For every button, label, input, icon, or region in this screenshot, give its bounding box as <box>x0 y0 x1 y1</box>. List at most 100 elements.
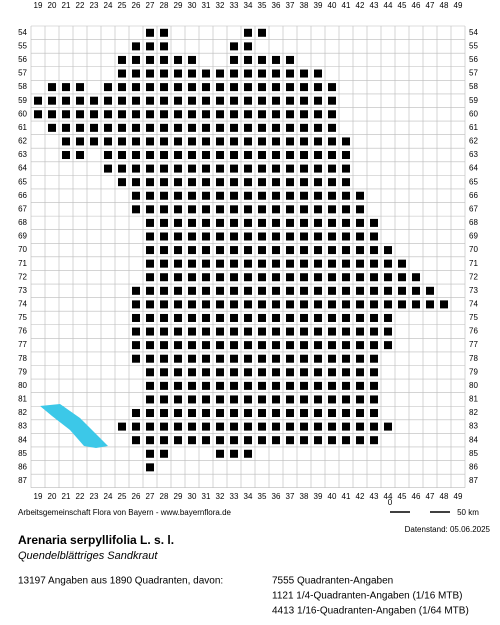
record-square <box>104 123 112 132</box>
record-square <box>146 151 154 160</box>
row-label: 60 <box>18 109 27 118</box>
record-square <box>132 110 140 119</box>
record-square <box>160 449 168 458</box>
column-label: 32 <box>216 492 225 501</box>
record-square <box>118 151 126 160</box>
record-square <box>216 300 224 309</box>
record-square <box>160 69 168 78</box>
record-square <box>118 137 126 146</box>
record-square <box>356 313 364 322</box>
record-square <box>132 191 140 200</box>
row-label: 64 <box>18 164 27 173</box>
record-square <box>286 354 294 363</box>
record-square <box>258 436 266 445</box>
record-square <box>174 178 182 187</box>
record-square <box>174 395 182 404</box>
column-label: 37 <box>286 1 295 10</box>
record-square <box>146 42 154 51</box>
record-square <box>272 259 280 268</box>
record-square <box>314 246 322 255</box>
record-square <box>216 368 224 377</box>
record-square <box>244 409 252 418</box>
record-square <box>230 69 238 78</box>
record-square <box>118 422 126 431</box>
column-label: 31 <box>202 492 211 501</box>
record-square <box>300 395 308 404</box>
record-square <box>202 341 210 350</box>
record-square <box>342 422 350 431</box>
record-square <box>62 123 70 132</box>
row-label: 58 <box>18 82 27 91</box>
record-square <box>328 191 336 200</box>
column-label: 26 <box>132 492 141 501</box>
record-square <box>230 422 238 431</box>
record-square <box>258 28 266 37</box>
record-square <box>174 205 182 214</box>
record-square <box>230 313 238 322</box>
record-square <box>370 395 378 404</box>
record-square <box>216 178 224 187</box>
record-square <box>286 55 294 64</box>
record-square <box>216 83 224 92</box>
record-square <box>286 273 294 282</box>
record-square <box>174 422 182 431</box>
record-square <box>132 69 140 78</box>
column-label: 43 <box>370 1 379 10</box>
record-square <box>286 178 294 187</box>
record-square <box>272 354 280 363</box>
record-square <box>174 123 182 132</box>
record-square <box>314 178 322 187</box>
record-square <box>356 259 364 268</box>
record-square <box>300 205 308 214</box>
record-square <box>188 218 196 227</box>
record-square <box>314 110 322 119</box>
record-square <box>160 110 168 119</box>
record-square <box>314 123 322 132</box>
record-square <box>286 381 294 390</box>
record-square <box>272 327 280 336</box>
record-square <box>286 232 294 241</box>
record-square <box>356 273 364 282</box>
record-square <box>104 110 112 119</box>
record-square <box>272 178 280 187</box>
record-square <box>188 409 196 418</box>
row-label: 72 <box>18 272 27 281</box>
record-square <box>286 96 294 105</box>
column-label: 44 <box>384 492 393 501</box>
record-square <box>314 259 322 268</box>
record-square <box>62 96 70 105</box>
record-square <box>426 286 434 295</box>
record-square <box>146 83 154 92</box>
record-square <box>300 110 308 119</box>
record-square <box>160 178 168 187</box>
record-square <box>342 409 350 418</box>
record-square <box>258 259 266 268</box>
column-label: 49 <box>454 1 463 10</box>
row-label: 81 <box>469 395 478 404</box>
date: Datenstand: 05.06.2025 <box>405 525 491 534</box>
record-square <box>202 368 210 377</box>
record-square <box>230 123 238 132</box>
record-square <box>300 232 308 241</box>
record-square <box>328 218 336 227</box>
record-square <box>426 300 434 309</box>
record-square <box>132 205 140 214</box>
row-label: 68 <box>469 218 478 227</box>
record-square <box>244 42 252 51</box>
record-square <box>174 313 182 322</box>
row-label: 60 <box>469 109 478 118</box>
record-square <box>188 341 196 350</box>
record-square <box>188 232 196 241</box>
record-square <box>272 123 280 132</box>
record-square <box>286 300 294 309</box>
record-square <box>118 55 126 64</box>
column-label: 46 <box>412 492 421 501</box>
record-square <box>244 96 252 105</box>
record-square <box>146 232 154 241</box>
record-square <box>342 259 350 268</box>
column-label: 43 <box>370 492 379 501</box>
record-square <box>244 286 252 295</box>
record-square <box>202 96 210 105</box>
record-square <box>188 123 196 132</box>
